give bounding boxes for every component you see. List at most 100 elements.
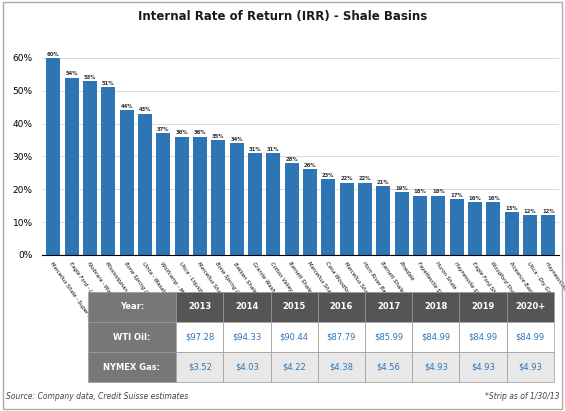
Bar — [432, 196, 445, 255]
Bar — [175, 137, 189, 255]
Bar — [459, 292, 506, 322]
Bar — [412, 322, 459, 352]
Bar — [193, 137, 207, 255]
Text: $84.99: $84.99 — [468, 332, 497, 342]
Text: 51%: 51% — [102, 81, 115, 86]
Text: 2020+: 2020+ — [515, 302, 545, 312]
Bar — [223, 352, 271, 382]
Text: $3.52: $3.52 — [188, 363, 212, 372]
Text: Internal Rate of Return (IRR) - Shale Basins: Internal Rate of Return (IRR) - Shale Ba… — [138, 10, 427, 23]
Bar — [365, 352, 412, 382]
Bar — [230, 143, 244, 255]
Text: 37%: 37% — [157, 127, 170, 132]
Text: 36%: 36% — [175, 130, 188, 135]
Bar — [468, 202, 482, 255]
Bar — [223, 292, 271, 322]
Text: 53%: 53% — [84, 74, 96, 80]
Text: 12%: 12% — [542, 209, 555, 214]
Text: 2016: 2016 — [329, 302, 353, 312]
Bar — [413, 196, 427, 255]
Text: 60%: 60% — [47, 52, 60, 57]
Bar — [211, 140, 225, 255]
Text: 31%: 31% — [249, 147, 262, 152]
Bar — [271, 322, 318, 352]
Text: 26%: 26% — [304, 163, 316, 168]
Text: $4.38: $4.38 — [329, 363, 353, 372]
Bar — [223, 322, 271, 352]
Bar — [88, 322, 176, 352]
Bar — [285, 163, 298, 255]
Text: 22%: 22% — [341, 176, 353, 181]
Bar — [506, 322, 554, 352]
Bar — [271, 292, 318, 322]
Text: 18%: 18% — [414, 189, 427, 194]
Text: $84.99: $84.99 — [421, 332, 450, 342]
Text: 2018: 2018 — [424, 302, 447, 312]
Text: 12%: 12% — [524, 209, 536, 214]
Text: 21%: 21% — [377, 180, 390, 185]
Bar — [459, 322, 506, 352]
Text: $90.44: $90.44 — [280, 332, 308, 342]
Text: 16%: 16% — [487, 196, 499, 201]
Bar — [102, 88, 115, 255]
Bar — [358, 182, 372, 255]
Bar — [412, 292, 459, 322]
Text: 16%: 16% — [468, 196, 481, 201]
Text: $97.28: $97.28 — [185, 332, 214, 342]
Text: 2019: 2019 — [471, 302, 494, 312]
Text: 2017: 2017 — [377, 302, 400, 312]
Text: 2014: 2014 — [235, 302, 259, 312]
Bar — [318, 292, 365, 322]
Text: $85.99: $85.99 — [374, 332, 403, 342]
Bar — [267, 153, 280, 255]
Text: 13%: 13% — [505, 206, 518, 211]
Bar — [271, 352, 318, 382]
Bar — [412, 352, 459, 382]
Bar — [523, 215, 537, 255]
Bar — [541, 215, 555, 255]
Text: $4.03: $4.03 — [235, 363, 259, 372]
Bar — [321, 179, 335, 255]
Text: $4.22: $4.22 — [282, 363, 306, 372]
Text: 18%: 18% — [432, 189, 445, 194]
Text: WTI Oil:: WTI Oil: — [113, 332, 150, 342]
Bar — [318, 322, 365, 352]
Bar — [138, 114, 152, 255]
Bar — [395, 192, 408, 255]
Bar — [506, 352, 554, 382]
Bar — [157, 134, 170, 255]
Bar — [376, 186, 390, 255]
Text: 44%: 44% — [120, 104, 133, 109]
Text: 54%: 54% — [66, 71, 78, 76]
Text: 19%: 19% — [396, 186, 408, 191]
Text: 23%: 23% — [322, 173, 334, 178]
Bar — [176, 352, 223, 382]
Text: *Strip as of 1/30/13: *Strip as of 1/30/13 — [485, 392, 559, 401]
Text: $84.99: $84.99 — [515, 332, 545, 342]
Bar — [46, 58, 60, 255]
Bar — [506, 292, 554, 322]
Text: 17%: 17% — [450, 193, 463, 198]
Bar — [450, 199, 463, 255]
Bar — [340, 182, 354, 255]
Bar — [318, 352, 365, 382]
Bar — [65, 78, 79, 255]
Bar — [459, 352, 506, 382]
Bar — [120, 111, 133, 255]
Text: Year:: Year: — [120, 302, 144, 312]
Text: 22%: 22% — [359, 176, 371, 181]
Text: 2013: 2013 — [188, 302, 211, 312]
Bar — [248, 153, 262, 255]
Text: 36%: 36% — [194, 130, 206, 135]
Text: $87.79: $87.79 — [327, 332, 356, 342]
Bar — [176, 322, 223, 352]
Bar — [365, 292, 412, 322]
Bar — [176, 292, 223, 322]
Bar — [505, 212, 519, 255]
Text: $94.33: $94.33 — [232, 332, 262, 342]
Bar — [83, 81, 97, 255]
Bar — [486, 202, 500, 255]
Text: Source: Company data, Credit Suisse estimates: Source: Company data, Credit Suisse esti… — [6, 392, 188, 401]
Text: 28%: 28% — [285, 157, 298, 162]
Text: 34%: 34% — [231, 137, 243, 142]
